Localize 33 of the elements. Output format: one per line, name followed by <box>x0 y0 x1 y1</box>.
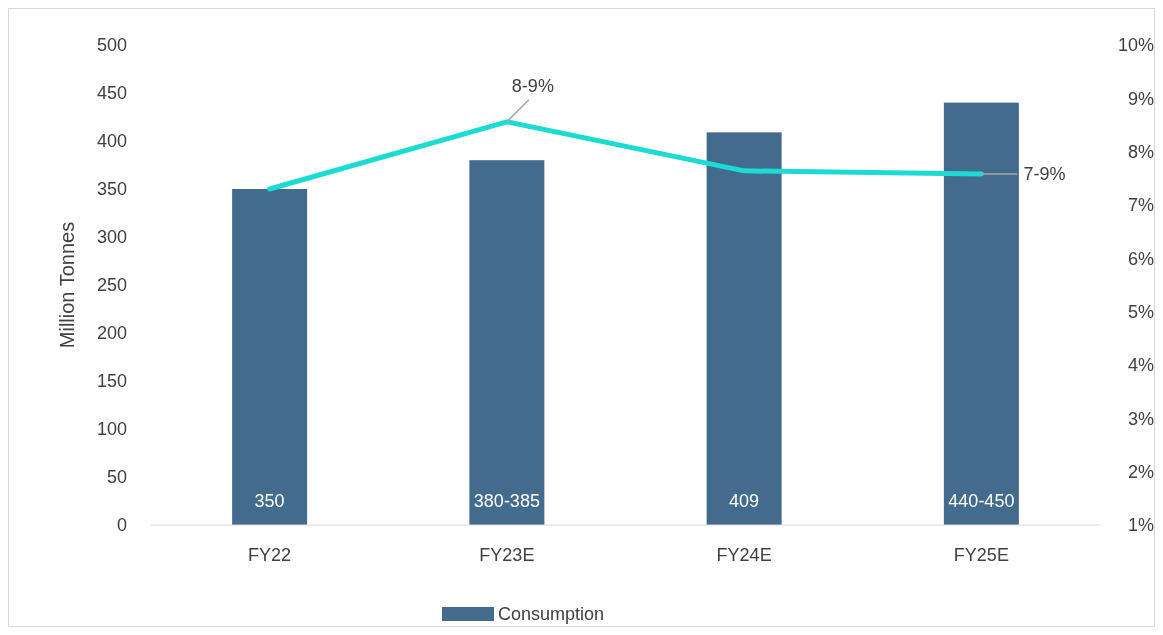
data-label: 350 <box>254 491 285 511</box>
y2-tick-label: 2% <box>1127 461 1154 482</box>
y-tick-label: 350 <box>96 179 127 200</box>
y-tick-label: 250 <box>96 275 127 296</box>
x-tick-label: FY22 <box>248 545 292 565</box>
y-tick-label: 100 <box>96 419 127 440</box>
x-tick-label: FY25E <box>953 545 1009 565</box>
y-axis-title: Million Tonnes <box>56 221 78 349</box>
legend-label: Consumption <box>498 604 605 625</box>
y-tick-label: 0 <box>116 515 127 536</box>
y2-tick-label: 6% <box>1127 248 1154 269</box>
y-tick-label: 500 <box>96 35 127 56</box>
y-tick-label: 50 <box>106 467 127 488</box>
x-tick-label: FY23E <box>479 545 535 565</box>
y2-tick-label: 9% <box>1127 88 1154 109</box>
data-label: 440-450 <box>948 491 1015 511</box>
y2-tick-label: 1% <box>1127 515 1154 536</box>
y2-tick-label: 3% <box>1127 408 1154 429</box>
y-tick-label: 450 <box>96 83 127 104</box>
y2-tick-label: 8% <box>1127 141 1154 162</box>
y2-tick-label: 10% <box>1117 35 1154 56</box>
y2-tick-label: 5% <box>1127 301 1154 322</box>
y2-tick-label: 7% <box>1127 195 1154 216</box>
data-label: 380-385 <box>473 491 540 511</box>
annotation: 8-9% <box>511 76 554 97</box>
y-tick-label: 200 <box>96 323 127 344</box>
data-label: 409 <box>729 491 760 511</box>
y-tick-label: 400 <box>96 131 127 152</box>
annotation: 7-9% <box>1023 164 1066 185</box>
y2-tick-label: 4% <box>1127 355 1154 376</box>
y-tick-label: 300 <box>96 227 127 248</box>
x-tick-label: FY24E <box>716 545 772 565</box>
y-tick-label: 150 <box>96 371 127 392</box>
